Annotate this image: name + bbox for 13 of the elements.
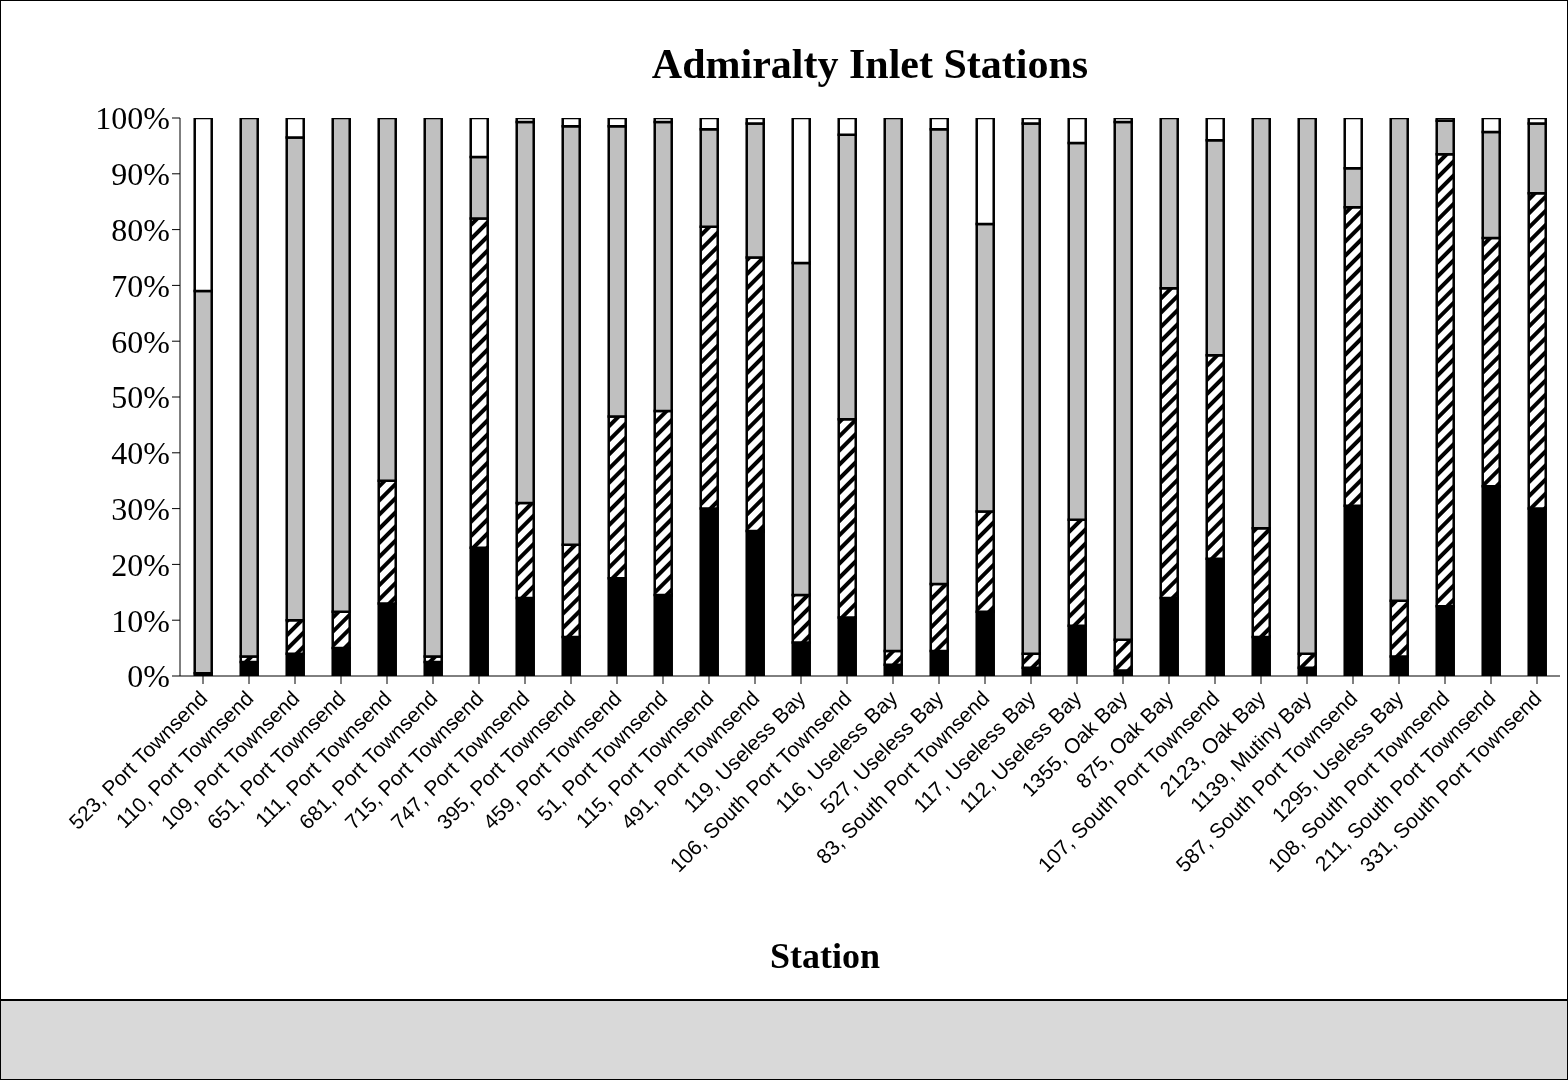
y-tick-label: 20% <box>111 546 170 583</box>
y-tick-label: 30% <box>111 490 170 527</box>
y-tick-label: 40% <box>111 435 170 472</box>
y-tick-label: 100% <box>95 100 170 137</box>
chart-title: Admiralty Inlet Stations <box>650 40 1090 88</box>
y-tick-label: 90% <box>111 156 170 193</box>
y-tick-label: 70% <box>111 267 170 304</box>
y-tick-label: 0% <box>127 658 170 695</box>
x-axis-title: Station <box>769 935 881 977</box>
y-tick-label: 10% <box>111 602 170 639</box>
y-tick-label: 50% <box>111 379 170 416</box>
y-tick-label: 60% <box>111 323 170 360</box>
y-tick-label: 80% <box>111 211 170 248</box>
